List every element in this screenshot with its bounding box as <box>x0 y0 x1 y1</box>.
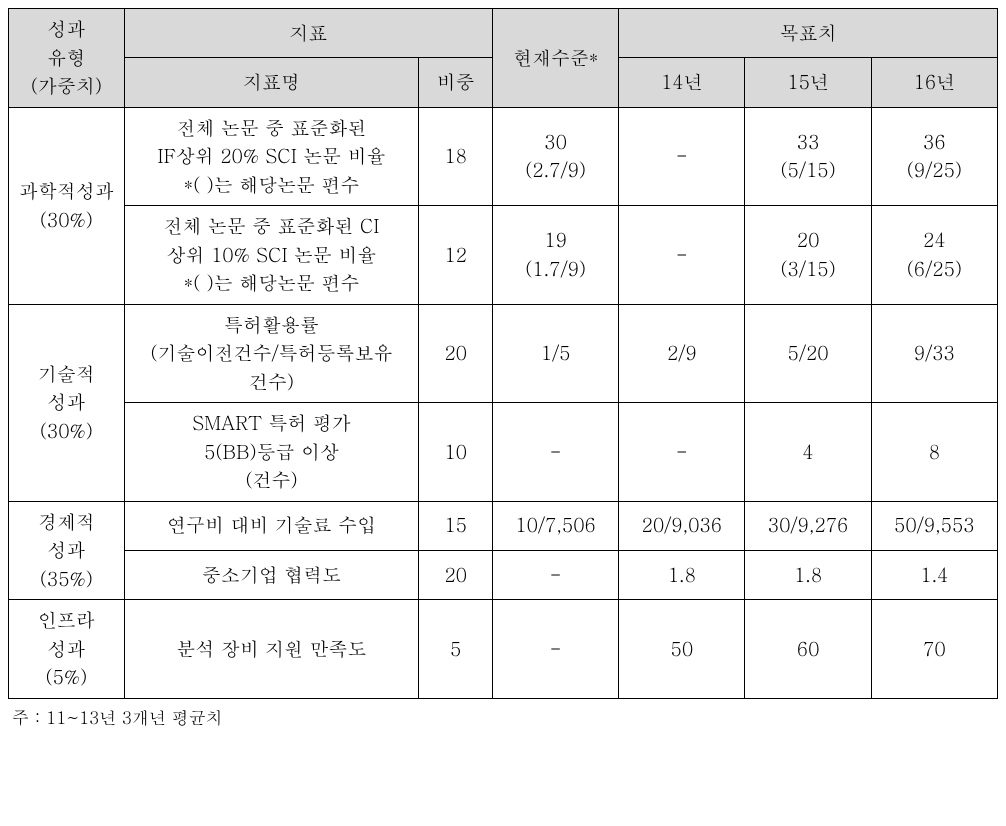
y16-cell: 8 <box>871 403 997 502</box>
y16-cell: 24 (6/25) <box>871 206 997 305</box>
indicator-cell: 전체 논문 중 표준화된 IF상위 20% SCI 논문 비율 *( )는 해당… <box>124 107 419 206</box>
header-y15: 15년 <box>745 58 871 107</box>
category-label: 기술적 성과 (30%) <box>9 304 125 501</box>
y15-cell: 33 (5/15) <box>745 107 871 206</box>
current-cell: - <box>492 600 618 699</box>
y16-cell: 36 (9/25) <box>871 107 997 206</box>
header-y14: 14년 <box>619 58 745 107</box>
indicator-cell: SMART 특허 평가 5(BB)등급 이상 (건수) <box>124 403 419 502</box>
y15-cell: 5/20 <box>745 304 871 403</box>
indicator-cell: 중소기업 협력도 <box>124 550 419 599</box>
current-cell: 10/7,506 <box>492 501 618 550</box>
current-cell: - <box>492 550 618 599</box>
table-row: SMART 특허 평가 5(BB)등급 이상 (건수) 10 - - 4 8 <box>9 403 998 502</box>
category-label: 과학적성과 (30%) <box>9 107 125 304</box>
indicator-cell: 분석 장비 지원 만족도 <box>124 600 419 699</box>
table-row: 경제적 성과 (35%) 연구비 대비 기술료 수입 15 10/7,506 2… <box>9 501 998 550</box>
indicator-cell: 전체 논문 중 표준화된 CI 상위 10% SCI 논문 비율 *( )는 해… <box>124 206 419 305</box>
header-target-group: 목표치 <box>619 9 998 58</box>
current-cell: - <box>492 403 618 502</box>
y14-cell: 1.8 <box>619 550 745 599</box>
y15-cell: 1.8 <box>745 550 871 599</box>
y15-cell: 30/9,276 <box>745 501 871 550</box>
category-label: 경제적 성과 (35%) <box>9 501 125 600</box>
performance-indicators-table: 성과 유형 (가중치) 지표 현재수준* 목표치 지표명 비중 14년 15년 … <box>8 8 998 699</box>
weight-cell: 5 <box>419 600 493 699</box>
category-label: 인프라 성과 (5%) <box>9 600 125 699</box>
y14-cell: - <box>619 107 745 206</box>
weight-cell: 20 <box>419 550 493 599</box>
weight-cell: 10 <box>419 403 493 502</box>
y15-cell: 60 <box>745 600 871 699</box>
header-indicator-weight: 비중 <box>419 58 493 107</box>
header-type: 성과 유형 (가중치) <box>9 9 125 108</box>
table-row: 인프라 성과 (5%) 분석 장비 지원 만족도 5 - 50 60 70 <box>9 600 998 699</box>
header-indicator-name: 지표명 <box>124 58 419 107</box>
y14-cell: 2/9 <box>619 304 745 403</box>
header-y16: 16년 <box>871 58 997 107</box>
table-row: 기술적 성과 (30%) 특허활용률 (기술이전건수/특허등록보유 건수) 20… <box>9 304 998 403</box>
table-body: 과학적성과 (30%) 전체 논문 중 표준화된 IF상위 20% SCI 논문… <box>9 107 998 698</box>
y14-cell: 50 <box>619 600 745 699</box>
header-row-1: 성과 유형 (가중치) 지표 현재수준* 목표치 <box>9 9 998 58</box>
weight-cell: 12 <box>419 206 493 305</box>
indicator-cell: 특허활용률 (기술이전건수/특허등록보유 건수) <box>124 304 419 403</box>
y16-cell: 9/33 <box>871 304 997 403</box>
y14-cell: - <box>619 206 745 305</box>
table-row: 전체 논문 중 표준화된 CI 상위 10% SCI 논문 비율 *( )는 해… <box>9 206 998 305</box>
y14-cell: - <box>619 403 745 502</box>
header-indicator-group: 지표 <box>124 9 492 58</box>
footnote: 주 : 11~13년 3개년 평균치 <box>8 705 998 729</box>
current-cell: 30 (2.7/9) <box>492 107 618 206</box>
current-cell: 19 (1.7/9) <box>492 206 618 305</box>
current-cell: 1/5 <box>492 304 618 403</box>
indicator-cell: 연구비 대비 기술료 수입 <box>124 501 419 550</box>
table-row: 중소기업 협력도 20 - 1.8 1.8 1.4 <box>9 550 998 599</box>
weight-cell: 15 <box>419 501 493 550</box>
header-current: 현재수준* <box>492 9 618 108</box>
weight-cell: 18 <box>419 107 493 206</box>
y16-cell: 70 <box>871 600 997 699</box>
y15-cell: 4 <box>745 403 871 502</box>
y14-cell: 20/9,036 <box>619 501 745 550</box>
y16-cell: 50/9,553 <box>871 501 997 550</box>
weight-cell: 20 <box>419 304 493 403</box>
table-row: 과학적성과 (30%) 전체 논문 중 표준화된 IF상위 20% SCI 논문… <box>9 107 998 206</box>
y16-cell: 1.4 <box>871 550 997 599</box>
y15-cell: 20 (3/15) <box>745 206 871 305</box>
